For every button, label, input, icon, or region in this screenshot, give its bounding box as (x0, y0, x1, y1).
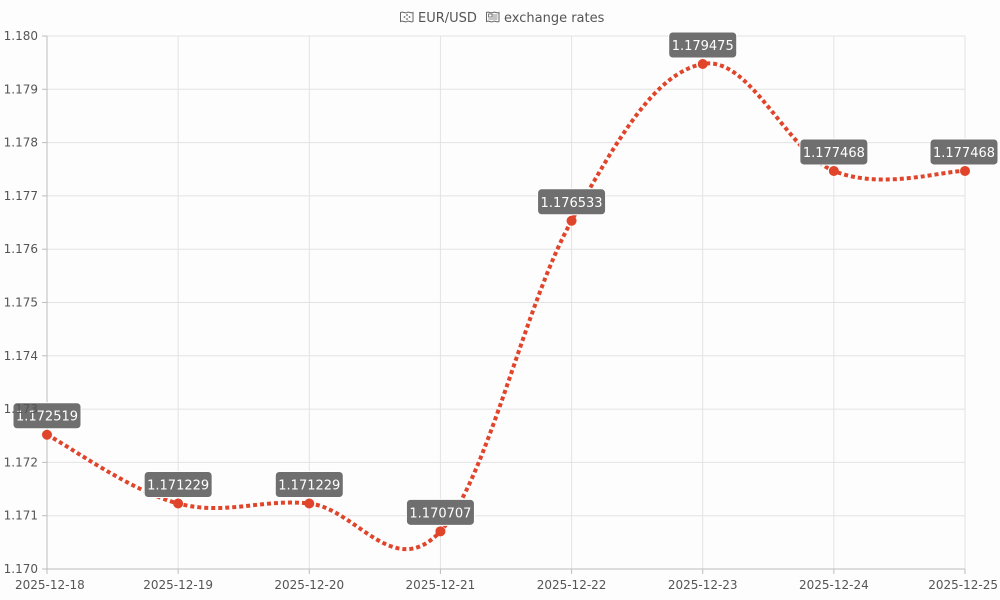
y-tick-label: 1.175 (4, 296, 38, 310)
data-label-text: 1.177468 (933, 146, 995, 161)
x-tick-label: 2025-12-23 (668, 578, 738, 592)
series-line-layer (46, 61, 966, 552)
y-tick-label: 1.177 (4, 189, 38, 203)
data-label: 1.171229 (143, 470, 213, 498)
y-tick-label: 1.179 (4, 82, 38, 96)
data-label-text: 1.172519 (16, 410, 78, 425)
x-tick-label: 2025-12-21 (406, 578, 476, 592)
series-line (46, 61, 966, 552)
data-label-text: 1.171229 (278, 478, 340, 493)
data-label-box (668, 31, 738, 59)
y-tick-label: 1.172 (4, 455, 38, 469)
data-label-text: 1.179475 (672, 39, 734, 54)
svg-text:EUR/USD: EUR/USD (418, 11, 477, 26)
data-label-text: 1.170707 (409, 506, 471, 521)
y-tick-label: 1.180 (4, 29, 38, 43)
data-points-layer (42, 58, 970, 537)
data-labels-layer: 1.172519 1.171229 1.171229 1.170707 1.176533… (12, 31, 999, 526)
x-tick-label: 2025-12-18 (15, 578, 85, 592)
data-label-box (537, 188, 607, 216)
data-label: 1.172519 (12, 402, 82, 430)
chart-title: EUR/USD exchange rates (400, 11, 605, 26)
data-point (697, 58, 708, 69)
x-tick-label: 2025-12-24 (799, 578, 869, 592)
data-label-box (799, 138, 869, 166)
data-label: 1.176533 (537, 188, 607, 216)
y-tick-label: 1.170 (4, 562, 38, 576)
x-tick-label: 2025-12-25 (928, 578, 998, 592)
data-label-text: 1.171229 (147, 478, 209, 493)
data-label: 1.179475 (668, 31, 738, 59)
data-point (828, 165, 839, 176)
y-tick-label: 1.174 (4, 349, 38, 363)
data-label-box (405, 498, 475, 526)
title-suffix: exchange rates (504, 11, 605, 26)
data-point (435, 526, 446, 537)
data-point (566, 215, 577, 226)
axes (42, 35, 966, 574)
data-label: 1.177468 (799, 138, 869, 166)
data-label-text: 1.176533 (541, 196, 603, 211)
data-label: 1.171229 (274, 470, 344, 498)
flag-us-icon (486, 11, 500, 23)
x-tick-label: 2025-12-20 (274, 578, 344, 592)
data-label-box (143, 470, 213, 498)
data-label-box (929, 138, 999, 166)
data-label: 1.177468 (929, 138, 999, 166)
data-point (173, 498, 184, 509)
flag-eu-icon (400, 11, 414, 23)
y-tick-label: 1.178 (4, 136, 38, 150)
title-quote-currency: USD (449, 11, 477, 26)
x-tick-label: 2025-12-22 (537, 578, 607, 592)
x-tick-label: 2025-12-19 (143, 578, 213, 592)
data-label-box (12, 402, 82, 430)
data-point (42, 429, 52, 440)
data-label: 1.170707 (405, 498, 475, 526)
y-tick-label: 1.173 (4, 402, 38, 416)
tick-labels-layer: 1.170 1.171 1.172 1.173 1.174 1.175 1.176 1.177… (4, 29, 998, 592)
data-label-text: 1.177468 (803, 146, 865, 161)
data-label-box (274, 470, 344, 498)
y-tick-label: 1.176 (4, 242, 38, 256)
title-separator: / (445, 11, 450, 26)
data-point (960, 165, 970, 176)
grid (47, 35, 966, 569)
y-tick-label: 1.171 (4, 509, 38, 523)
title-base-currency: EUR (418, 11, 445, 26)
data-point (304, 498, 315, 509)
